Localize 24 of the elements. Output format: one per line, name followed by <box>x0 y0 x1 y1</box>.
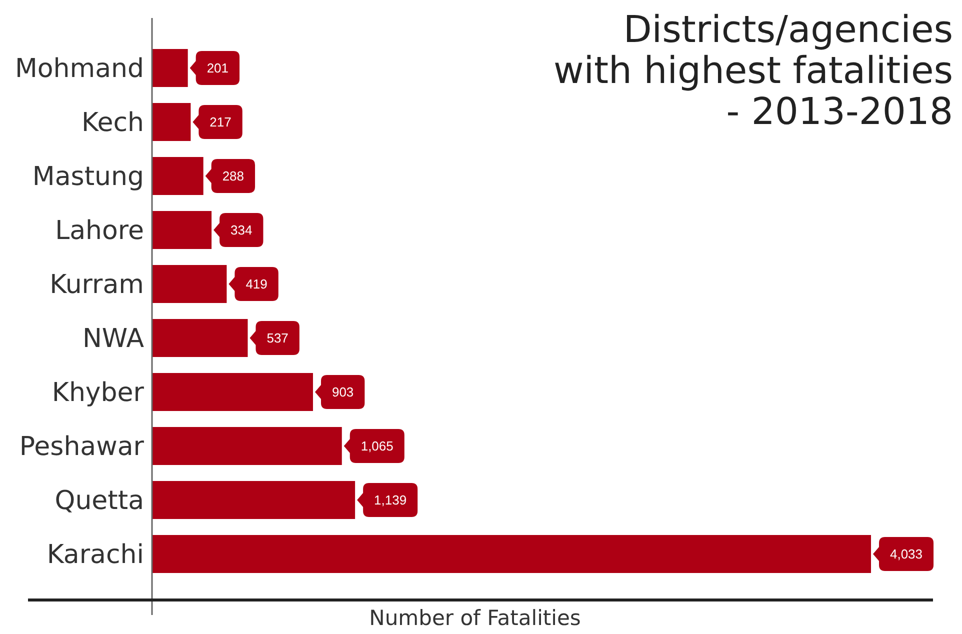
data-label: 537 <box>266 330 288 346</box>
data-label: 1,139 <box>374 492 407 508</box>
y-tick-label: Kurram <box>50 270 144 300</box>
y-tick-label: Mohmand <box>14 54 144 84</box>
y-tick-label: Kech <box>81 108 144 138</box>
text: Districts/agencies with highest fatalities - 2013-2018 <box>553 8 953 133</box>
y-tick-label: Lahore <box>55 216 144 246</box>
y-tick-label: Peshawar <box>19 432 144 462</box>
data-label: 201 <box>206 60 229 76</box>
data-label: 334 <box>230 222 252 238</box>
y-tick-label: Mastung <box>32 162 144 192</box>
data-label: 4,033 <box>890 546 923 562</box>
x-axis-title: Number of Fatalities <box>369 606 581 630</box>
data-label: 217 <box>210 114 232 130</box>
data-label: 419 <box>246 276 268 292</box>
data-label: 288 <box>222 168 244 184</box>
y-tick-label: Quetta <box>54 486 144 516</box>
bar <box>152 373 313 411</box>
data-label: 903 <box>332 384 354 400</box>
y-tick-label: NWA <box>82 324 144 354</box>
bar <box>152 535 871 573</box>
y-tick-label: Karachi <box>46 540 144 570</box>
data-label: 1,065 <box>360 438 394 454</box>
y-tick-label: Khyber <box>52 378 144 408</box>
